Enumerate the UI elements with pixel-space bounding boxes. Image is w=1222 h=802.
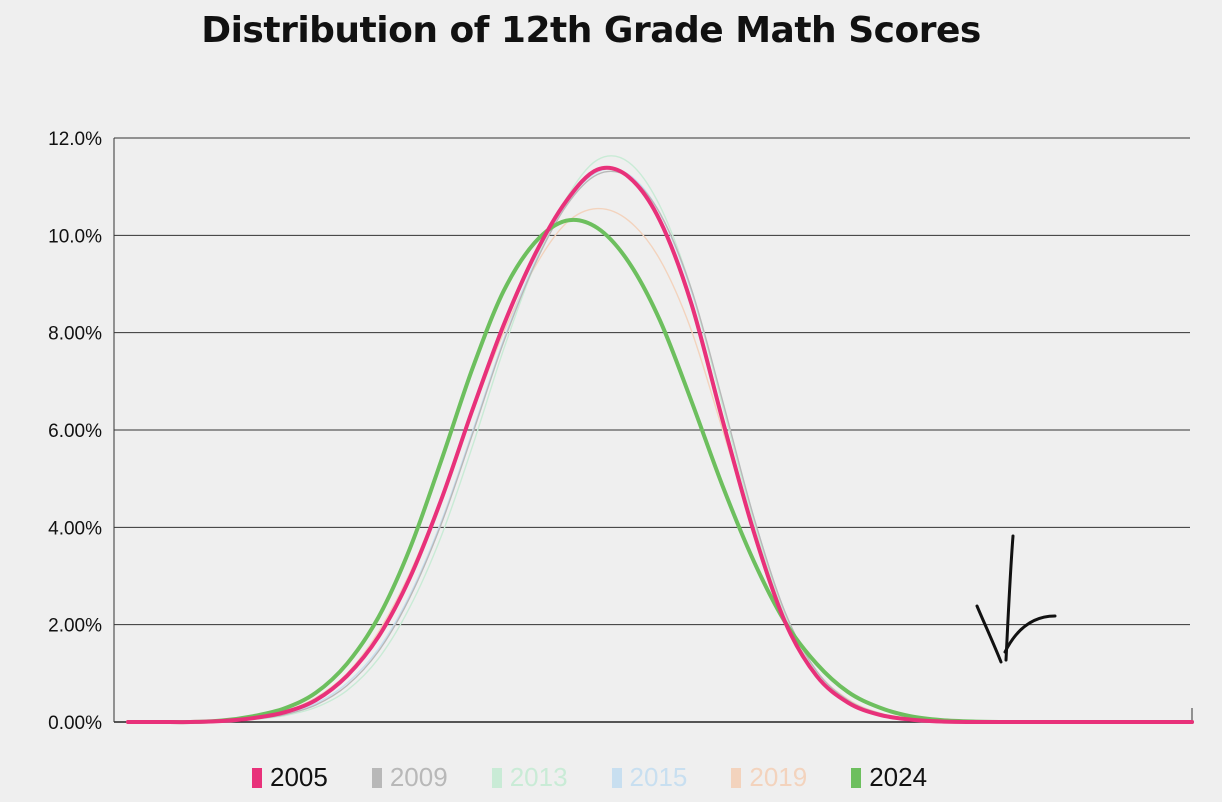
arrow-head-right — [1003, 614, 1057, 654]
y-tick-label: 4.00% — [48, 518, 102, 539]
y-tick-label: 6.00% — [48, 421, 102, 442]
series-line-2019 — [127, 207, 1193, 723]
series-line-2024 — [126, 217, 1194, 725]
legend-label: 2013 — [509, 762, 568, 792]
legend-label: 2005 — [270, 762, 328, 792]
legend-swatch — [491, 767, 502, 788]
legend-swatch — [371, 767, 382, 788]
legend-item-2013: 2013 — [491, 762, 568, 793]
legend-item-2015: 2015 — [611, 762, 688, 793]
y-tick-label: 8.00% — [48, 324, 102, 345]
legend-swatch — [252, 767, 262, 788]
series-line-2013 — [127, 155, 1193, 723]
y-tick-label: 2.00% — [48, 616, 102, 637]
y-tick-label: 0.00% — [48, 713, 102, 734]
y-tick-label: 12.0% — [48, 129, 102, 150]
series-line-2015 — [127, 168, 1193, 723]
legend-swatch — [611, 767, 622, 788]
legend-item-2024: 2024 — [851, 762, 927, 793]
legend-item-2019: 2019 — [731, 762, 807, 793]
chart-legend: 2005 2009 2013 2015 2019 2024 — [252, 762, 971, 793]
arrow-head-left — [975, 604, 1003, 664]
series-line-2009 — [127, 170, 1193, 723]
legend-label: 2024 — [869, 762, 928, 792]
y-tick-labels: 12.0% 10.0% 8.00% 6.00% 4.00% 2.00% 0.00% — [48, 129, 102, 734]
legend-label: 2015 — [629, 762, 688, 792]
legend-item-2005: 2005 — [252, 762, 328, 793]
grid-lines — [113, 137, 1193, 723]
legend-label: 2009 — [389, 762, 448, 792]
y-tick-label: 10.0% — [48, 226, 102, 247]
legend-swatch — [851, 767, 862, 788]
line-chart: 12.0% 10.0% 8.00% 6.00% 4.00% 2.00% 0.00% — [48, 129, 1194, 734]
legend-label: 2019 — [749, 762, 808, 792]
arrow-annotation — [975, 534, 1057, 664]
legend-swatch — [731, 767, 742, 788]
series-lines — [126, 155, 1194, 725]
legend-item-2009: 2009 — [371, 762, 448, 793]
series-line-2005 — [126, 165, 1194, 725]
chart-title: Distribution of 12th Grade Math Scores — [201, 10, 981, 51]
